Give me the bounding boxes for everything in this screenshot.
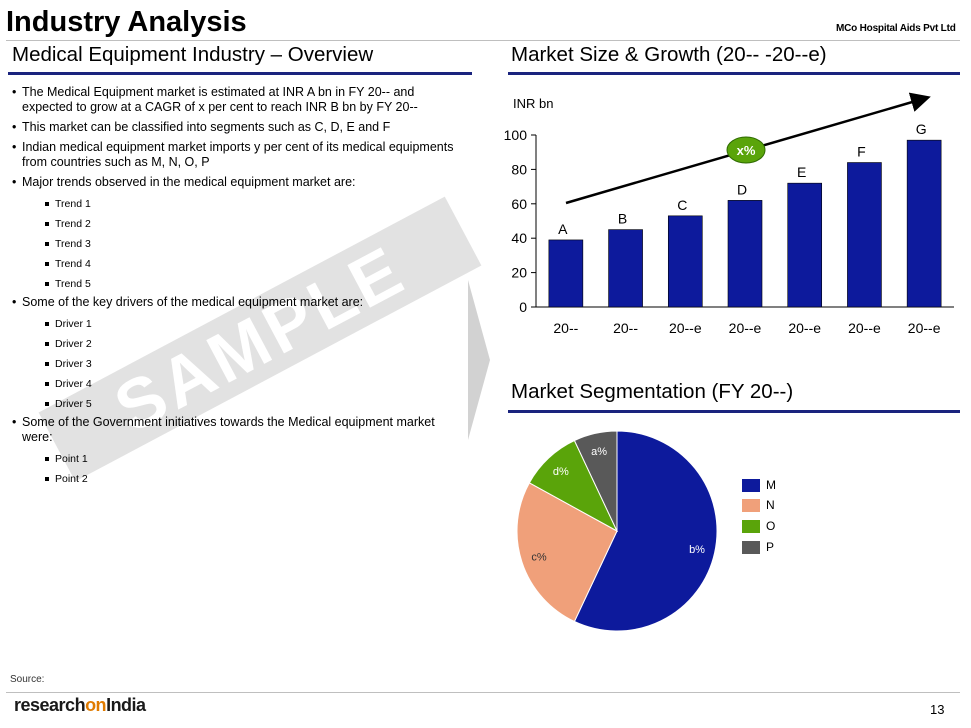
bar-e	[787, 182, 823, 308]
pie-slice-label: c%	[531, 551, 547, 563]
pie-slice-m	[573, 430, 718, 632]
bar-data-label: F	[857, 144, 866, 160]
overview-heading: Medical Equipment Industry – Overview	[12, 43, 374, 66]
research-on-india-logo: researchonIndia	[14, 695, 146, 716]
bullet-government: Some of the Government initiatives towar…	[12, 415, 462, 445]
cagr-bubble	[726, 136, 766, 164]
bullet-drivers: Some of the key drivers of the medical e…	[12, 295, 462, 310]
sub-bullet-trend: Trend 1	[12, 198, 462, 211]
legend-swatch	[742, 479, 760, 492]
x-tick-label: 20--e	[729, 320, 762, 336]
sub-bullet-driver: Driver 3	[12, 358, 462, 371]
bar-data-label: D	[737, 181, 747, 197]
source-note: Source:	[10, 674, 45, 685]
bullet-trends: Major trends observed in the medical equ…	[12, 175, 462, 190]
bar-data-label: G	[916, 121, 927, 137]
legend-swatch	[742, 499, 760, 512]
bar-a	[548, 239, 584, 308]
logo-text-research: research	[14, 695, 86, 715]
chevron-arrow-icon	[468, 280, 490, 440]
y-tick-label: 80	[511, 161, 527, 177]
bar-data-label: C	[677, 197, 687, 213]
legend-label: N	[766, 498, 775, 512]
bar-d	[727, 200, 763, 308]
bar-g	[906, 139, 942, 308]
x-tick-label: 20--	[613, 320, 638, 336]
y-axis-label: INR bn	[513, 96, 553, 111]
market-size-heading-underline	[508, 72, 960, 75]
pie-slice-label: b%	[689, 544, 705, 556]
y-tick-label: 60	[511, 196, 527, 212]
legend-label: M	[766, 478, 776, 492]
title-rule	[6, 40, 960, 41]
x-tick-label: 20--e	[788, 320, 821, 336]
sub-bullet-trend: Trend 3	[12, 238, 462, 251]
pie-slice-label: d%	[553, 466, 569, 478]
market-segmentation-heading: Market Segmentation (FY 20--)	[511, 380, 794, 403]
bar-data-label: B	[618, 211, 627, 227]
company-name: MCo Hospital Aids Pvt Ltd	[836, 23, 956, 34]
y-tick-label: 40	[511, 230, 527, 246]
legend-swatch	[742, 520, 760, 533]
sub-bullet-driver: Driver 2	[12, 338, 462, 351]
bar-c	[667, 215, 703, 308]
pie-slice-p	[573, 430, 618, 532]
legend-label: P	[766, 540, 775, 554]
sub-bullet-point: Point 1	[12, 453, 462, 466]
sub-bullet-driver: Driver 1	[12, 318, 462, 331]
bullet-market-estimate: The Medical Equipment market is estimate…	[12, 85, 462, 115]
x-tick-label: 20--e	[908, 320, 941, 336]
legend-swatch	[742, 541, 760, 554]
logo-text-on: on	[85, 695, 107, 715]
x-tick-label: 20--e	[669, 320, 702, 336]
sub-bullet-trend: Trend 2	[12, 218, 462, 231]
y-tick-label: 20	[511, 265, 527, 281]
market-size-heading: Market Size & Growth (20-- -20--e)	[511, 43, 827, 66]
cagr-label: x%	[737, 143, 756, 158]
bullet-imports: Indian medical equipment market imports …	[12, 140, 462, 170]
bar-f	[847, 162, 882, 308]
bar-data-label: E	[797, 164, 806, 180]
page-title: Industry Analysis	[6, 6, 247, 38]
market-segmentation-pie-chart: b% c% d% a%	[516, 430, 718, 632]
x-tick-label: 20--e	[848, 320, 881, 336]
sub-bullet-driver: Driver 5	[12, 398, 462, 411]
y-tick-label: 100	[504, 127, 528, 143]
sub-bullet-point: Point 2	[12, 473, 462, 486]
overview-bullet-list: The Medical Equipment market is estimate…	[12, 85, 462, 493]
page-number: 13	[930, 702, 945, 717]
pie-slice-label: a%	[591, 446, 607, 458]
bar-b	[608, 229, 643, 308]
y-tick-label: 0	[519, 299, 527, 315]
bullet-segments: This market can be classified into segme…	[12, 120, 462, 135]
overview-heading-underline	[8, 72, 472, 75]
bar-data-label: A	[558, 221, 568, 237]
legend-label: O	[766, 519, 776, 533]
x-tick-label: 20--	[553, 320, 578, 336]
sub-bullet-driver: Driver 4	[12, 378, 462, 391]
footer-rule	[6, 692, 960, 693]
logo-text-india: India	[106, 695, 146, 715]
market-size-bar-chart: INR bn 0 20 40 60 80 100 A 20-- B 20-- C 20--e D 20-…	[504, 92, 954, 336]
market-segmentation-heading-underline	[508, 410, 960, 413]
sub-bullet-trend: Trend 5	[12, 278, 462, 291]
sub-bullet-trend: Trend 4	[12, 258, 462, 271]
